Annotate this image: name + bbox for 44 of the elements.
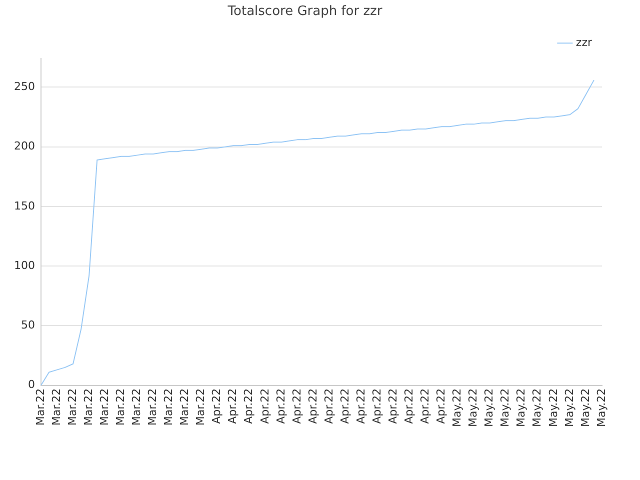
x-tick-label: Apr.22: [290, 388, 304, 424]
x-tick-label: Apr.22: [306, 388, 320, 424]
x-tick-label: May.22: [594, 388, 608, 428]
x-tick-label: Mar.22: [178, 388, 192, 426]
x-tick-label: May.22: [530, 388, 544, 428]
x-tick-label: Apr.22: [210, 388, 224, 424]
x-tick-label: Mar.22: [50, 388, 63, 426]
x-tick-label: Mar.22: [130, 388, 144, 426]
y-tick-label: 0: [28, 378, 35, 392]
x-tick-label: May.22: [546, 388, 560, 428]
x-tick-label: Apr.22: [242, 388, 256, 424]
x-tick-label: Mar.22: [146, 388, 160, 426]
x-tick-label: May.22: [498, 388, 512, 428]
x-tick-label: Apr.22: [274, 388, 288, 424]
x-tick-label: Mar.22: [114, 388, 127, 426]
x-tick-label: Mar.22: [82, 388, 95, 426]
chart-title: Totalscore Graph for zzr: [226, 4, 383, 20]
y-tick-label: 150: [14, 199, 35, 212]
y-tick-label: 250: [14, 80, 35, 94]
x-tick-label: May.22: [466, 388, 480, 428]
x-tick-label: Apr.22: [354, 388, 368, 424]
x-tick-label: Apr.22: [402, 388, 416, 424]
x-tick-label: Mar.22: [34, 388, 47, 426]
x-tick-label: Apr.22: [226, 388, 240, 424]
x-tick-label: Mar.22: [194, 388, 208, 426]
x-tick-label: Apr.22: [418, 388, 432, 424]
x-tick-label: May.22: [578, 388, 592, 428]
legend-label: zzr: [576, 36, 592, 49]
y-tick-label: 200: [14, 140, 35, 153]
x-tick-label: Apr.22: [434, 388, 448, 424]
x-tick-label: May.22: [482, 388, 496, 428]
y-tick-label: 50: [20, 318, 35, 332]
x-tick-label: Apr.22: [322, 388, 336, 424]
x-tick-label: Mar.22: [162, 388, 176, 426]
x-tick-label: May.22: [514, 388, 528, 428]
x-tick-label: May.22: [450, 388, 464, 428]
x-tick-label: Apr.22: [338, 388, 352, 424]
x-tick-label: May.22: [562, 388, 576, 428]
x-tick-label: Mar.22: [98, 388, 111, 426]
x-tick-label: Apr.22: [370, 388, 384, 424]
x-tick-label: Mar.22: [66, 388, 79, 426]
y-tick-label: 100: [14, 258, 35, 272]
x-tick-label: Apr.22: [386, 388, 400, 424]
x-tick-label: Apr.22: [258, 388, 272, 424]
